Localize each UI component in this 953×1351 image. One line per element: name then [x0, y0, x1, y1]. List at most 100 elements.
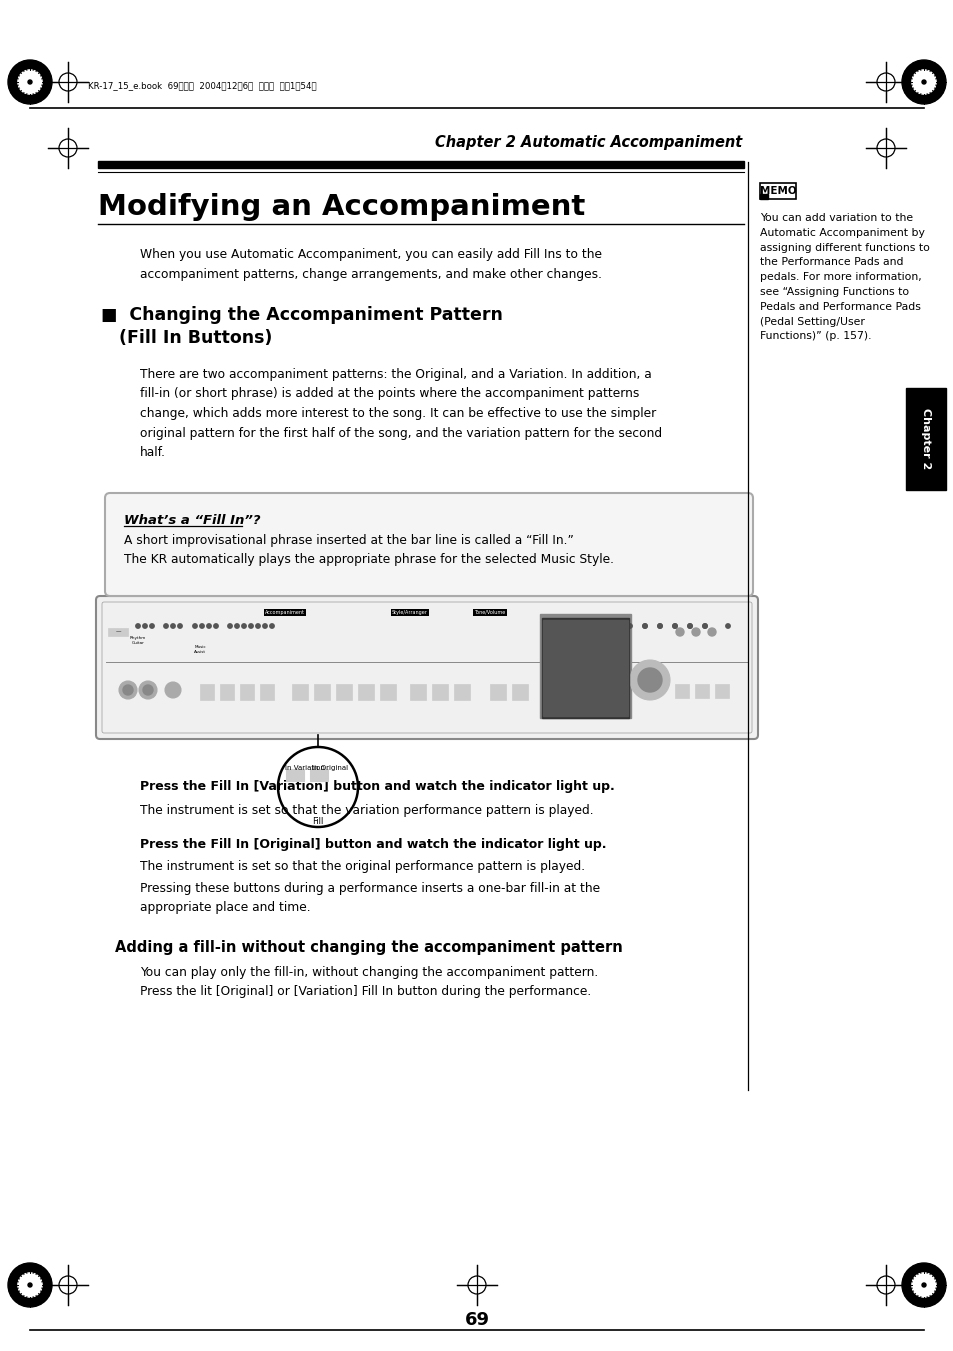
Circle shape — [911, 70, 935, 95]
Circle shape — [18, 1273, 42, 1297]
Circle shape — [8, 1263, 52, 1306]
Text: In Original: In Original — [312, 765, 348, 771]
Circle shape — [612, 624, 617, 628]
Bar — [379, 684, 395, 700]
Circle shape — [629, 661, 669, 700]
Circle shape — [911, 1273, 935, 1297]
Text: A short improvisational phrase inserted at the bar line is called a “Fill In.”
T: A short improvisational phrase inserted … — [124, 534, 614, 566]
Text: The instrument is set so that the original performance pattern is played.: The instrument is set so that the origin… — [140, 861, 584, 873]
Bar — [240, 684, 253, 700]
Text: What’s a “Fill In”?: What’s a “Fill In”? — [124, 513, 260, 527]
Circle shape — [658, 624, 661, 628]
Bar — [335, 684, 352, 700]
Circle shape — [567, 624, 572, 628]
Circle shape — [270, 624, 274, 628]
Circle shape — [150, 624, 154, 628]
Circle shape — [165, 682, 181, 698]
Circle shape — [672, 624, 677, 628]
Bar — [541, 617, 628, 717]
Text: When you use Automatic Accompaniment, you can easily add Fill Ins to the
accompa: When you use Automatic Accompaniment, yo… — [140, 249, 601, 281]
Circle shape — [123, 685, 132, 694]
Circle shape — [18, 70, 42, 95]
Circle shape — [249, 624, 253, 628]
Circle shape — [658, 624, 661, 628]
Circle shape — [627, 624, 632, 628]
Bar — [98, 161, 743, 168]
Circle shape — [139, 681, 157, 698]
Text: Chapter 2 Automatic Accompaniment: Chapter 2 Automatic Accompaniment — [435, 135, 741, 150]
Circle shape — [901, 1263, 945, 1306]
Circle shape — [241, 624, 246, 628]
Circle shape — [143, 685, 152, 694]
Text: Modifying an Accompaniment: Modifying an Accompaniment — [98, 193, 584, 222]
Text: Press the Fill In [Original] button and watch the indicator light up.: Press the Fill In [Original] button and … — [140, 838, 606, 851]
Text: Accompaniment: Accompaniment — [265, 611, 305, 615]
Circle shape — [28, 1283, 32, 1288]
Circle shape — [921, 1283, 925, 1288]
Circle shape — [687, 624, 692, 628]
Bar — [454, 684, 470, 700]
Text: Adding a fill-in without changing the accompaniment pattern: Adding a fill-in without changing the ac… — [115, 940, 622, 955]
Text: Style/Arranger: Style/Arranger — [392, 611, 428, 615]
Circle shape — [207, 624, 211, 628]
Circle shape — [687, 624, 692, 628]
Circle shape — [234, 624, 239, 628]
Bar — [760, 195, 767, 199]
Circle shape — [135, 624, 140, 628]
Text: 69: 69 — [464, 1310, 489, 1329]
Bar — [220, 684, 233, 700]
Circle shape — [143, 624, 147, 628]
Bar — [286, 769, 304, 781]
Bar — [760, 182, 795, 199]
Bar — [675, 684, 688, 698]
Text: —: — — [115, 630, 121, 635]
Circle shape — [707, 628, 716, 636]
Bar — [108, 628, 128, 636]
Circle shape — [642, 624, 646, 628]
Text: You can play only the fill-in, without changing the accompaniment pattern.
Press: You can play only the fill-in, without c… — [140, 966, 598, 998]
Circle shape — [598, 624, 601, 628]
Circle shape — [901, 59, 945, 104]
Circle shape — [177, 624, 182, 628]
Circle shape — [702, 624, 706, 628]
Bar — [292, 684, 308, 700]
Circle shape — [921, 80, 925, 84]
Text: Music
Assist: Music Assist — [193, 644, 206, 654]
Bar — [905, 388, 945, 490]
Text: ■  Changing the Accompaniment Pattern
   (Fill In Buttons): ■ Changing the Accompaniment Pattern (Fi… — [101, 305, 502, 347]
Bar — [539, 613, 630, 717]
Bar — [200, 684, 213, 700]
Circle shape — [691, 628, 700, 636]
Circle shape — [228, 624, 232, 628]
Bar — [432, 684, 448, 700]
Circle shape — [8, 59, 52, 104]
Bar — [714, 684, 728, 698]
Text: The instrument is set so that the variation performance pattern is played.: The instrument is set so that the variat… — [140, 804, 593, 817]
Text: Fill: Fill — [312, 817, 323, 825]
Bar — [410, 684, 426, 700]
Circle shape — [676, 628, 683, 636]
Bar — [490, 684, 505, 700]
Bar — [260, 684, 274, 700]
Circle shape — [255, 624, 260, 628]
Circle shape — [725, 624, 729, 628]
Text: Press the Fill In [Variation] button and watch the indicator light up.: Press the Fill In [Variation] button and… — [140, 780, 614, 793]
Circle shape — [702, 624, 706, 628]
Text: Tone/Volume: Tone/Volume — [474, 611, 505, 615]
Bar — [314, 684, 330, 700]
Circle shape — [28, 80, 32, 84]
Bar — [512, 684, 527, 700]
Circle shape — [642, 624, 646, 628]
Text: You can add variation to the
Automatic Accompaniment by
assigning different func: You can add variation to the Automatic A… — [760, 213, 929, 342]
FancyBboxPatch shape — [96, 596, 758, 739]
Circle shape — [638, 667, 661, 692]
Text: There are two accompaniment patterns: the Original, and a Variation. In addition: There are two accompaniment patterns: th… — [140, 367, 661, 459]
Circle shape — [171, 624, 175, 628]
Bar — [357, 684, 374, 700]
Circle shape — [262, 624, 267, 628]
Circle shape — [193, 624, 197, 628]
Text: Rhythm
Guitar: Rhythm Guitar — [130, 636, 146, 644]
Circle shape — [199, 624, 204, 628]
Text: KR-17_15_e.book  69ページ  2004年12月6日  月曜日  午後1時54分: KR-17_15_e.book 69ページ 2004年12月6日 月曜日 午後1… — [88, 81, 316, 91]
Text: Pressing these buttons during a performance inserts a one-bar fill-in at the
app: Pressing these buttons during a performa… — [140, 882, 599, 915]
